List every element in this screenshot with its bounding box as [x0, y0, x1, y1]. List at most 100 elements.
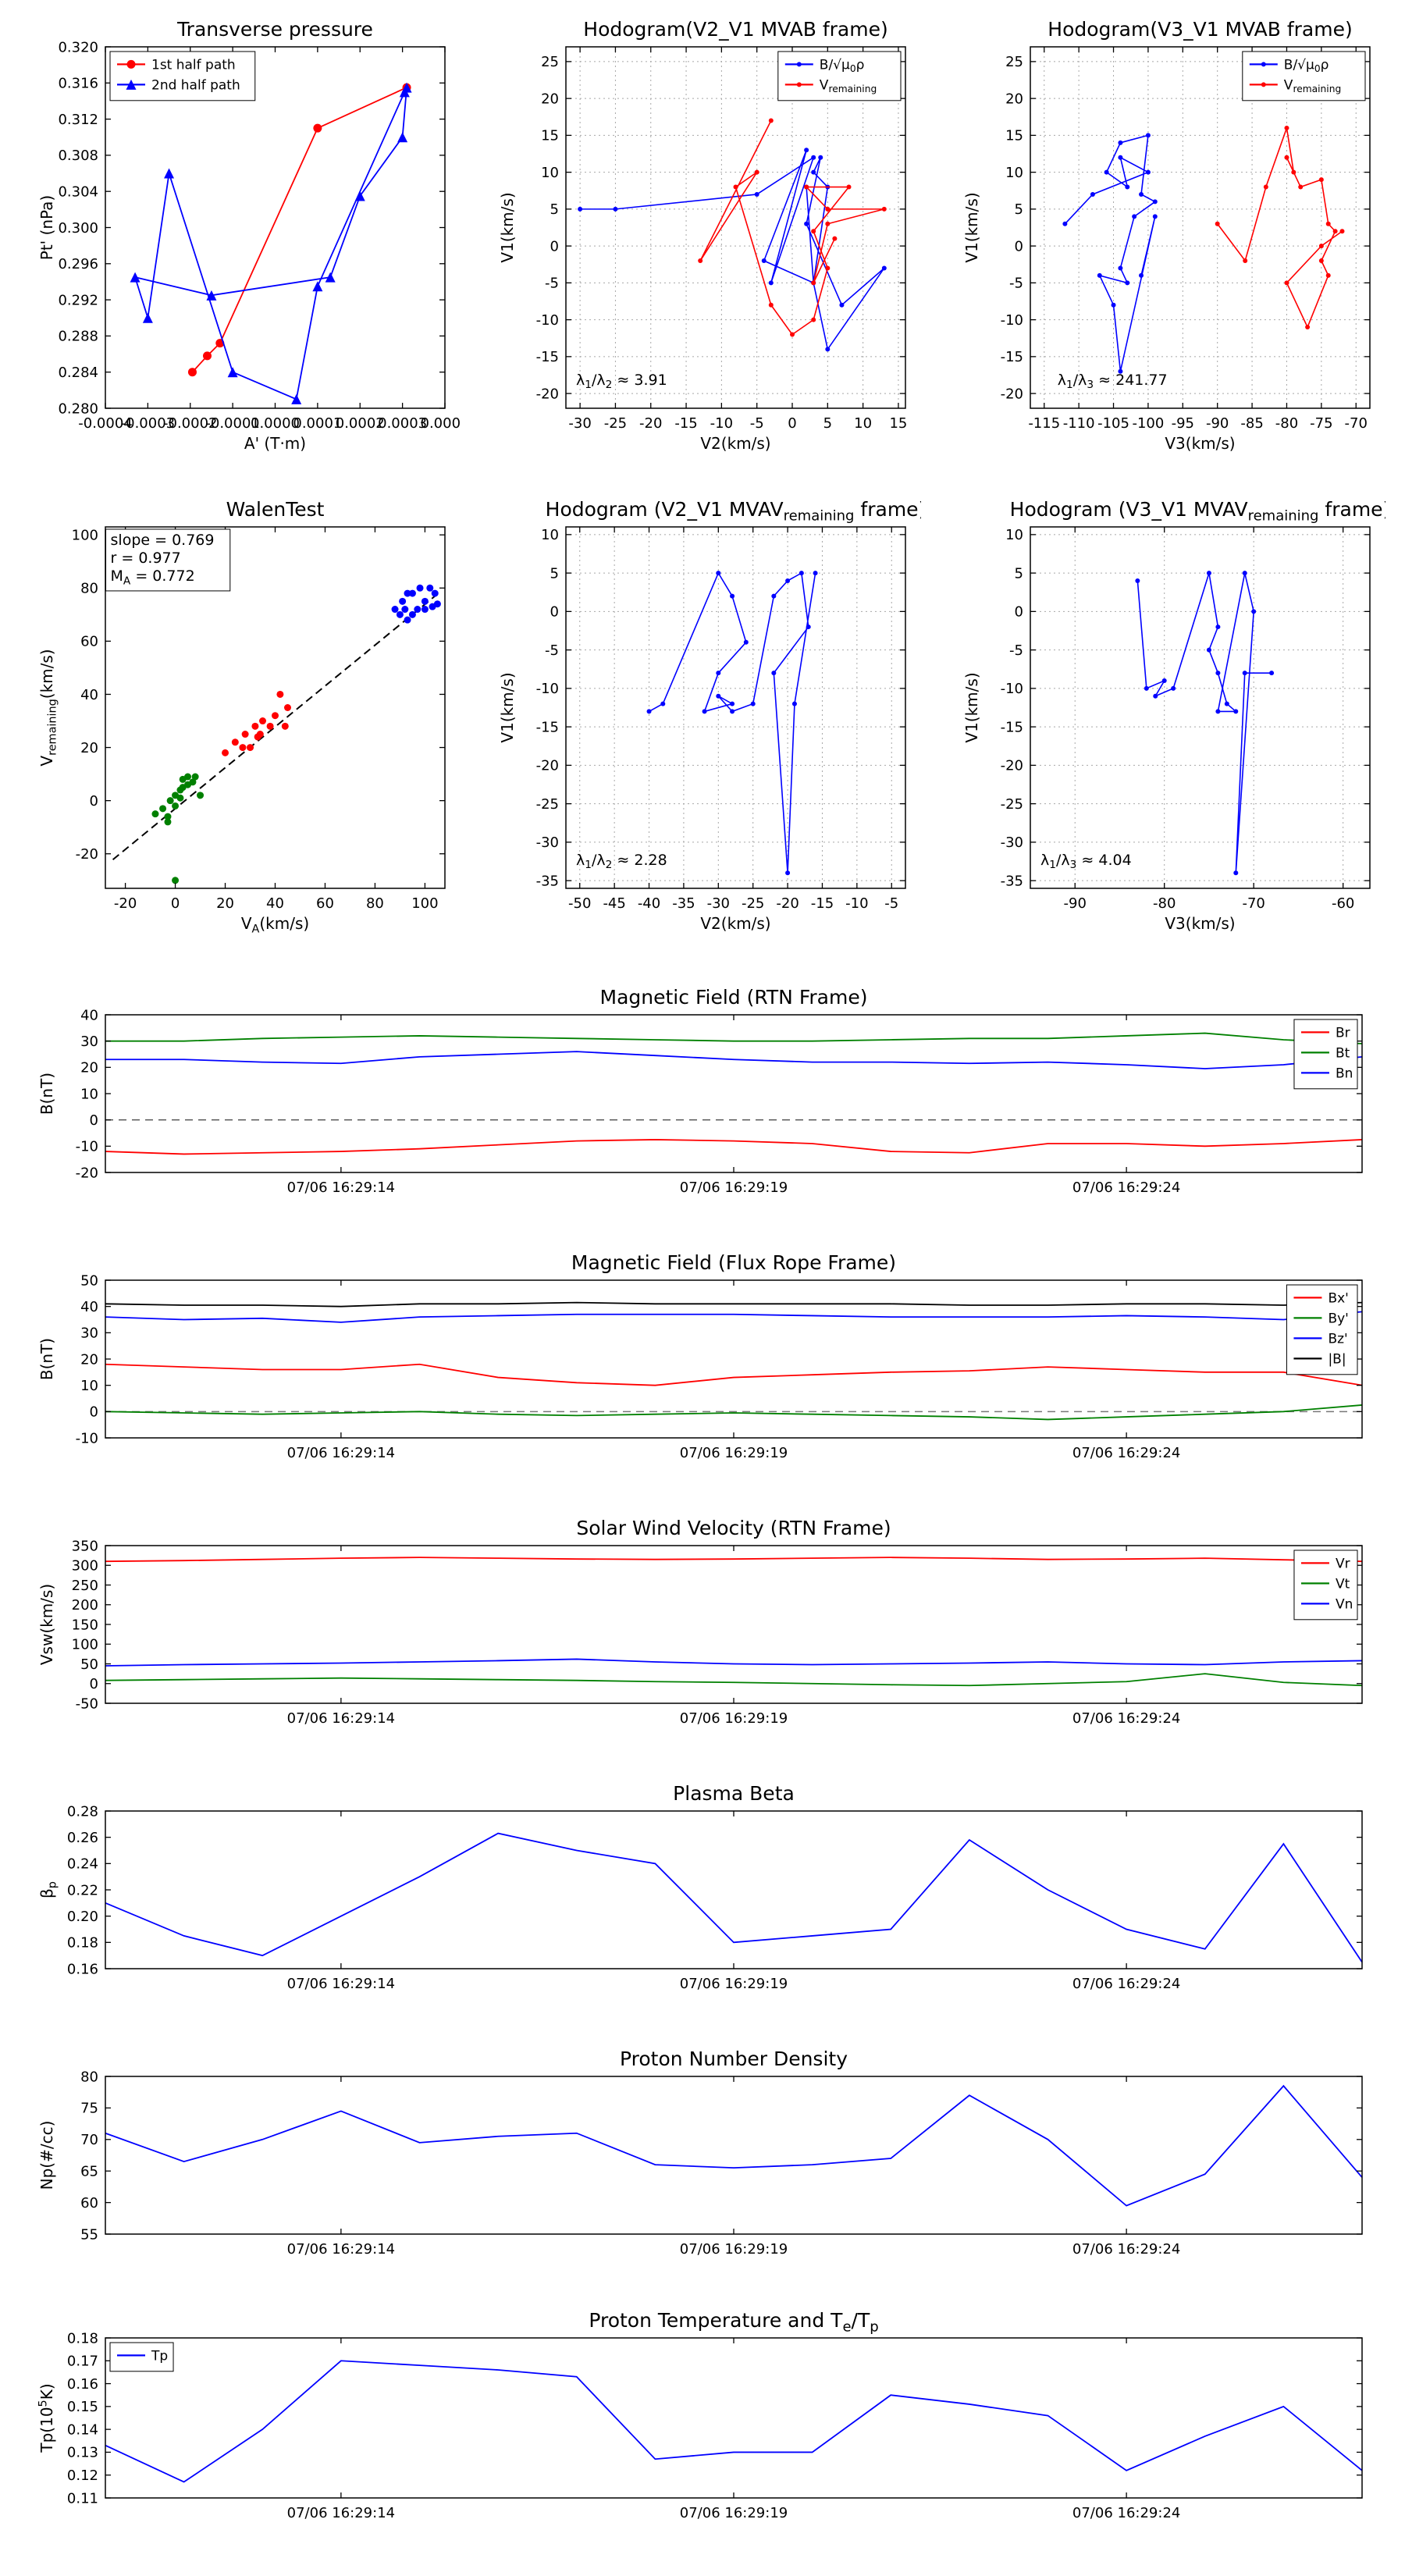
svg-text:0.280: 0.280 — [58, 400, 98, 417]
svg-text:07/06 16:29:24: 07/06 16:29:24 — [1072, 2241, 1180, 2258]
svg-text:07/06 16:29:24: 07/06 16:29:24 — [1072, 1179, 1180, 1196]
svg-text:A' (T·m): A' (T·m) — [244, 434, 306, 453]
svg-text:80: 80 — [80, 581, 98, 597]
svg-text:-15: -15 — [536, 719, 559, 735]
svg-text:-35: -35 — [1001, 873, 1023, 889]
svg-text:20: 20 — [1005, 91, 1023, 107]
svg-text:250: 250 — [72, 1578, 98, 1594]
svg-text:200: 200 — [72, 1597, 98, 1614]
svg-text:07/06 16:29:19: 07/06 16:29:19 — [680, 1445, 788, 1461]
svg-text:0.296: 0.296 — [58, 256, 98, 272]
svg-text:0.28: 0.28 — [67, 1803, 98, 1820]
svg-text:-85: -85 — [1240, 415, 1263, 432]
svg-text:0.13: 0.13 — [67, 2445, 98, 2461]
svg-text:0.0002: 0.0002 — [336, 415, 385, 432]
svg-text:-15: -15 — [674, 415, 697, 432]
svg-text:0: 0 — [1015, 604, 1023, 621]
svg-text:10: 10 — [854, 415, 872, 432]
svg-text:55: 55 — [80, 2226, 98, 2243]
svg-text:λ1/λ2 ≈ 2.28: λ1/λ2 ≈ 2.28 — [576, 852, 667, 871]
svg-text:10: 10 — [1005, 527, 1023, 543]
svg-text:Vt: Vt — [1336, 1576, 1350, 1592]
svg-text:0: 0 — [550, 604, 559, 621]
svg-text:Hodogram (V2_V1 MVAVremaining: Hodogram (V2_V1 MVAVremaining frame) — [546, 498, 921, 525]
svg-text:WalenTest: WalenTest — [226, 498, 325, 521]
svg-text:0: 0 — [90, 1676, 98, 1692]
chart-hodogram-v3v1-mvab: -115 -110 -105 -100 -95 -90 -85 -80 -75 -70 -20 -15… — [956, 8, 1385, 464]
svg-text:0: 0 — [90, 1112, 98, 1129]
chart-proton-number-density: 07/06 16:29:14 07/06 16:29:19 07/06 16:29:… — [31, 2041, 1382, 2279]
svg-text:20: 20 — [80, 1060, 98, 1076]
svg-text:300: 300 — [72, 1558, 98, 1574]
svg-text:07/06 16:29:14: 07/06 16:29:14 — [287, 1179, 395, 1196]
svg-text:0: 0 — [171, 895, 180, 912]
svg-text:80: 80 — [80, 2069, 98, 2085]
svg-text:-115: -115 — [1028, 415, 1060, 432]
svg-text:-80: -80 — [1153, 895, 1176, 912]
svg-text:-30: -30 — [536, 834, 559, 851]
svg-text:0.320: 0.320 — [58, 39, 98, 55]
svg-text:10: 10 — [541, 527, 559, 543]
svg-text:75: 75 — [80, 2101, 98, 2117]
svg-text:0.11: 0.11 — [67, 2490, 98, 2507]
svg-text:-15: -15 — [1001, 719, 1023, 735]
svg-text:-45: -45 — [603, 895, 625, 912]
svg-text:0.0000: 0.0000 — [251, 415, 300, 432]
svg-text:λ1/λ3 ≈ 241.77: λ1/λ3 ≈ 241.77 — [1058, 372, 1168, 391]
svg-text:V1(km/s): V1(km/s) — [962, 192, 981, 262]
svg-text:0.288: 0.288 — [58, 329, 98, 345]
svg-text:80: 80 — [366, 895, 384, 912]
chart-transverse-pressure: -0.0004 -0.0003 -0.0002 -0.0001 0.0000 0.0001… — [31, 8, 469, 464]
svg-text:Bn: Bn — [1336, 1066, 1353, 1081]
svg-text:By': By' — [1328, 1311, 1348, 1326]
chart-magnetic-field-rtn: 07/06 16:29:14 07/06 16:29:19 07/06 16:29:… — [31, 980, 1382, 1218]
svg-text:-110: -110 — [1063, 415, 1095, 432]
svg-text:Tp: Tp — [151, 2348, 168, 2364]
svg-text:V1(km/s): V1(km/s) — [498, 192, 517, 262]
svg-text:Proton Temperature and Te/Tp: Proton Temperature and Te/Tp — [589, 2309, 878, 2336]
chart-plasma-beta: 07/06 16:29:14 07/06 16:29:19 07/06 16:29:… — [31, 1776, 1382, 2014]
svg-text:-10: -10 — [710, 415, 733, 432]
svg-text:λ1/λ2 ≈ 3.91: λ1/λ2 ≈ 3.91 — [576, 372, 667, 391]
svg-text:-0.0001: -0.0001 — [205, 415, 259, 432]
svg-text:07/06 16:29:19: 07/06 16:29:19 — [680, 2505, 788, 2521]
svg-text:5: 5 — [1015, 565, 1023, 582]
svg-text:-75: -75 — [1310, 415, 1332, 432]
svg-text:0.316: 0.316 — [58, 76, 98, 92]
svg-text:-90: -90 — [1206, 415, 1229, 432]
svg-text:-20: -20 — [76, 846, 98, 863]
svg-text:0.0003: 0.0003 — [378, 415, 427, 432]
svg-text:V1(km/s): V1(km/s) — [962, 672, 981, 742]
svg-text:Bz': Bz' — [1328, 1331, 1347, 1347]
svg-text:40: 40 — [80, 1007, 98, 1023]
svg-text:B/√μ0ρ: B/√μ0ρ — [1284, 57, 1329, 74]
svg-text:15: 15 — [541, 128, 559, 144]
svg-text:07/06 16:29:14: 07/06 16:29:14 — [287, 1710, 395, 1727]
svg-text:-50: -50 — [76, 1695, 98, 1712]
svg-text:50: 50 — [80, 1272, 98, 1289]
svg-text:-0.0002: -0.0002 — [163, 415, 217, 432]
svg-text:5: 5 — [1015, 201, 1023, 218]
svg-text:VA(km/s): VA(km/s) — [241, 914, 309, 935]
svg-text:0.20: 0.20 — [67, 1909, 98, 1925]
svg-text:0.16: 0.16 — [67, 2376, 98, 2393]
svg-text:Pt' (nPa): Pt' (nPa) — [37, 195, 56, 260]
svg-text:Br: Br — [1336, 1025, 1350, 1041]
svg-text:0.24: 0.24 — [67, 1856, 98, 1873]
svg-text:-20: -20 — [76, 1165, 98, 1181]
svg-text:-35: -35 — [672, 895, 695, 912]
svg-text:Bt: Bt — [1336, 1045, 1350, 1061]
svg-text:40: 40 — [80, 1299, 98, 1315]
svg-text:20: 20 — [80, 1351, 98, 1368]
svg-text:-20: -20 — [536, 758, 559, 774]
svg-text:0: 0 — [1015, 238, 1023, 254]
svg-text:-70: -70 — [1345, 415, 1368, 432]
svg-text:0: 0 — [550, 238, 559, 254]
svg-text:0.18: 0.18 — [67, 1935, 98, 1952]
svg-text:-10: -10 — [76, 1139, 98, 1155]
svg-text:Vremaining: Vremaining — [820, 77, 877, 94]
svg-text:07/06 16:29:19: 07/06 16:29:19 — [680, 2241, 788, 2258]
svg-text:Vremaining(km/s): Vremaining(km/s) — [37, 649, 59, 766]
svg-text:-10: -10 — [1001, 681, 1023, 697]
chart-hodogram-v2v1-mvab: -30 -25 -20 -15 -10 -5 0 5 10 15 -20 -15 -10 -5 0 5 10 15… — [492, 8, 921, 464]
